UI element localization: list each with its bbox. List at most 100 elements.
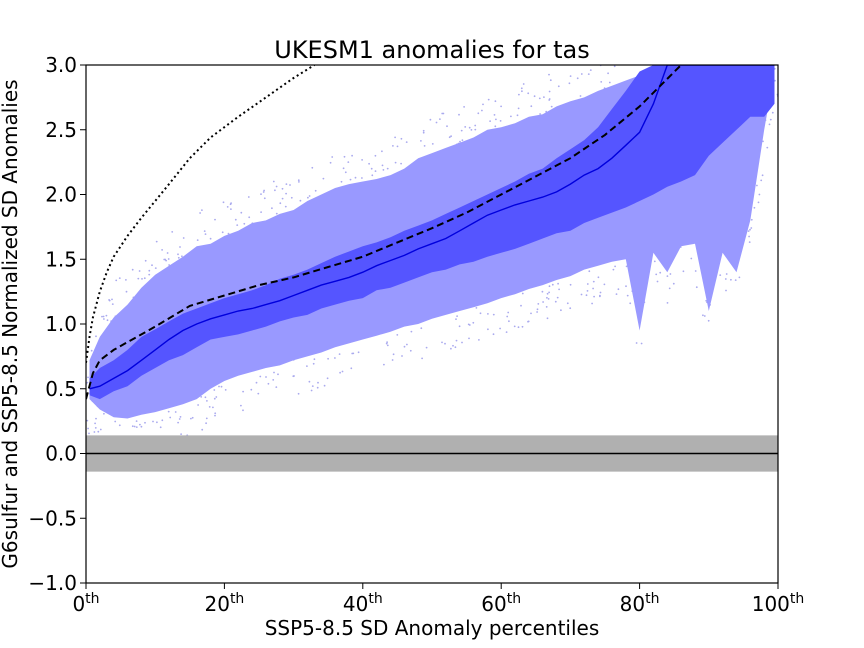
scatter-point bbox=[720, 38, 722, 40]
scatter-point bbox=[220, 385, 223, 388]
scatter-point bbox=[344, 171, 347, 174]
scatter-point bbox=[530, 105, 533, 108]
scatter-point bbox=[591, 302, 593, 305]
scatter-point bbox=[279, 202, 282, 205]
scatter-point bbox=[585, 294, 588, 297]
scatter-point bbox=[734, 279, 737, 281]
scatter-point bbox=[520, 304, 522, 307]
scatter-point bbox=[422, 131, 425, 134]
scatter-point bbox=[546, 317, 549, 320]
scatter-point bbox=[771, 111, 774, 114]
scatter-point bbox=[513, 325, 516, 328]
scatter-point bbox=[470, 129, 473, 131]
scatter-point bbox=[494, 125, 497, 128]
scatter-point bbox=[592, 287, 594, 290]
scatter-point bbox=[647, 61, 649, 63]
scatter-point bbox=[118, 277, 121, 279]
scatter-point bbox=[548, 98, 551, 100]
scatter-point bbox=[468, 324, 471, 326]
scatter-point bbox=[654, 35, 656, 37]
scatter-point bbox=[86, 381, 89, 384]
scatter-point bbox=[374, 154, 377, 157]
scatter-point bbox=[267, 382, 270, 385]
scatter-point bbox=[487, 98, 490, 101]
scatter-point bbox=[458, 325, 461, 328]
scatter-point bbox=[548, 90, 551, 93]
scatter-point bbox=[394, 161, 397, 164]
scatter-point bbox=[370, 167, 373, 170]
scatter-point bbox=[546, 292, 549, 295]
scatter-point bbox=[599, 294, 601, 297]
scatter-point bbox=[615, 293, 618, 295]
scatter-point bbox=[527, 92, 530, 95]
scatter-point bbox=[316, 386, 319, 389]
scatter-point bbox=[199, 212, 202, 214]
scatter-point bbox=[135, 420, 138, 422]
scatter-point bbox=[748, 241, 751, 244]
scatter-point bbox=[507, 311, 510, 314]
scatter-point bbox=[306, 365, 308, 367]
scatter-point bbox=[435, 121, 438, 124]
scatter-point bbox=[586, 290, 589, 292]
scatter-point bbox=[758, 193, 761, 196]
scatter-point bbox=[396, 145, 399, 148]
scatter-point bbox=[742, 36, 744, 38]
scatter-point bbox=[548, 73, 550, 76]
scatter-point bbox=[569, 75, 572, 77]
scatter-point bbox=[394, 136, 396, 139]
scatter-point bbox=[298, 181, 300, 183]
scatter-point bbox=[671, 52, 673, 54]
scatter-point bbox=[421, 357, 423, 360]
scatter-point bbox=[569, 283, 572, 286]
scatter-point bbox=[349, 178, 352, 181]
scatter-point bbox=[339, 371, 341, 374]
scatter-point bbox=[350, 367, 353, 370]
scatter-point bbox=[656, 280, 659, 283]
scatter-point bbox=[499, 327, 501, 330]
scatter-point bbox=[547, 298, 550, 300]
scatter-point bbox=[685, 35, 687, 37]
scatter-point bbox=[240, 404, 242, 407]
scatter-point bbox=[638, 61, 640, 63]
scatter-point bbox=[446, 125, 448, 128]
scatter-point bbox=[105, 314, 108, 317]
scatter-point bbox=[357, 351, 360, 354]
scatter-point bbox=[230, 208, 232, 211]
scatter-point bbox=[556, 296, 559, 299]
scatter-point bbox=[439, 118, 441, 120]
scatter-point bbox=[721, 62, 723, 64]
scatter-point bbox=[448, 136, 451, 139]
x-tick-label: 20th bbox=[204, 591, 244, 616]
scatter-point bbox=[95, 417, 97, 420]
scatter-point bbox=[495, 118, 497, 121]
scatter-point bbox=[521, 90, 523, 93]
scatter-point bbox=[281, 187, 284, 190]
scatter-point bbox=[762, 61, 764, 63]
scatter-point bbox=[342, 167, 345, 170]
scatter-point bbox=[214, 412, 217, 415]
scatter-point bbox=[312, 362, 315, 365]
scatter-point bbox=[707, 319, 710, 322]
scatter-point bbox=[90, 349, 93, 352]
scatter-point bbox=[536, 311, 538, 313]
scatter-point bbox=[516, 114, 519, 117]
scatter-point bbox=[589, 69, 592, 71]
scatter-point bbox=[392, 145, 394, 147]
scatter-point bbox=[460, 129, 463, 132]
scatter-point bbox=[560, 309, 562, 312]
scatter-point bbox=[200, 396, 203, 398]
scatter-point bbox=[155, 240, 158, 243]
scatter-point bbox=[374, 170, 377, 173]
scatter-point bbox=[505, 331, 508, 333]
scatter-point bbox=[106, 319, 109, 322]
scatter-point bbox=[680, 45, 682, 47]
scatter-point bbox=[326, 377, 329, 380]
x-tick-label: 40th bbox=[343, 591, 383, 616]
y-tick-label: 1.5 bbox=[45, 247, 77, 271]
scatter-point bbox=[738, 276, 741, 279]
scatter-point bbox=[542, 301, 544, 303]
scatter-point bbox=[308, 380, 311, 383]
scatter-point bbox=[762, 140, 764, 143]
scatter-point bbox=[747, 42, 749, 44]
